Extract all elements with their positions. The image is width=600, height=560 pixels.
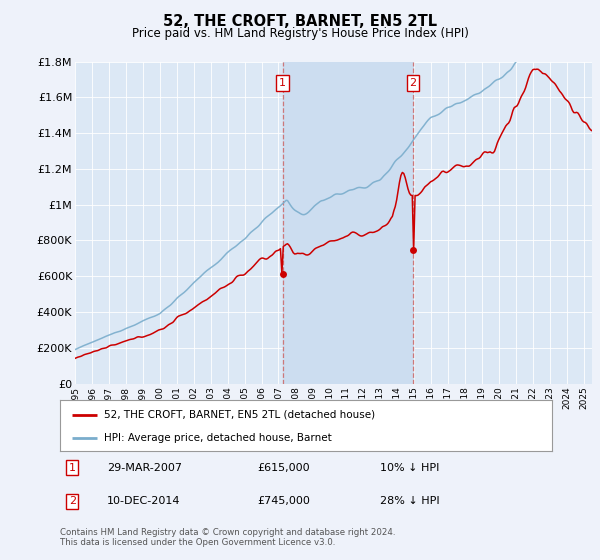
Text: 1: 1 <box>279 78 286 88</box>
Text: 28% ↓ HPI: 28% ↓ HPI <box>380 496 439 506</box>
Text: 52, THE CROFT, BARNET, EN5 2TL: 52, THE CROFT, BARNET, EN5 2TL <box>163 14 437 29</box>
Text: Contains HM Land Registry data © Crown copyright and database right 2024.
This d: Contains HM Land Registry data © Crown c… <box>60 528 395 547</box>
Text: 10-DEC-2014: 10-DEC-2014 <box>107 496 180 506</box>
Text: 10% ↓ HPI: 10% ↓ HPI <box>380 463 439 473</box>
Text: 2: 2 <box>410 78 416 88</box>
Bar <box>283 62 413 384</box>
Text: 1: 1 <box>69 463 76 473</box>
Text: 52, THE CROFT, BARNET, EN5 2TL (detached house): 52, THE CROFT, BARNET, EN5 2TL (detached… <box>104 409 376 419</box>
Text: 29-MAR-2007: 29-MAR-2007 <box>107 463 182 473</box>
Text: HPI: Average price, detached house, Barnet: HPI: Average price, detached house, Barn… <box>104 433 332 443</box>
Text: 2: 2 <box>69 496 76 506</box>
Text: £745,000: £745,000 <box>257 496 310 506</box>
Text: Price paid vs. HM Land Registry's House Price Index (HPI): Price paid vs. HM Land Registry's House … <box>131 27 469 40</box>
Text: £615,000: £615,000 <box>257 463 310 473</box>
